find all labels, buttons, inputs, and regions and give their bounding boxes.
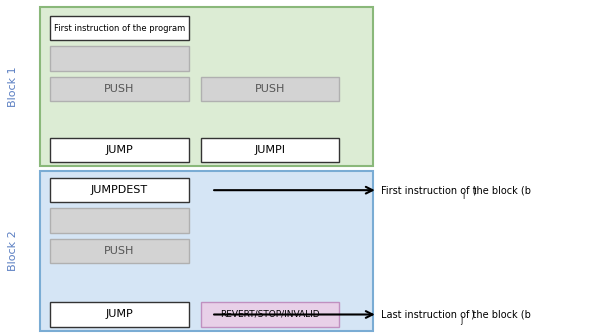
Text: JUMPI: JUMPI	[254, 145, 286, 155]
Bar	[50, 178, 189, 202]
Text: ): )	[470, 185, 477, 195]
Text: Last instruction of the block (b: Last instruction of the block (b	[381, 309, 530, 320]
Text: JUMP: JUMP	[106, 145, 133, 155]
Text: ): )	[467, 309, 474, 320]
Text: Block 1: Block 1	[8, 66, 18, 107]
Bar	[50, 208, 189, 233]
Bar	[50, 16, 189, 40]
Text: PUSH: PUSH	[104, 246, 135, 256]
Bar	[50, 77, 189, 101]
Bar	[40, 7, 373, 166]
Bar	[50, 302, 189, 327]
Bar	[201, 138, 339, 162]
Text: JUMPDEST: JUMPDEST	[91, 185, 148, 195]
Text: PUSH: PUSH	[104, 84, 135, 94]
Text: j: j	[460, 316, 462, 325]
Text: Block 2: Block 2	[8, 230, 18, 271]
Bar	[201, 302, 339, 327]
Text: First instruction of the program: First instruction of the program	[54, 24, 185, 33]
Bar	[50, 239, 189, 263]
Text: REVERT/STOP/INVALID: REVERT/STOP/INVALID	[220, 310, 320, 319]
Text: PUSH: PUSH	[255, 84, 285, 94]
Text: i: i	[463, 192, 464, 201]
Text: JUMP: JUMP	[106, 309, 133, 320]
Bar	[50, 46, 189, 71]
Bar	[50, 138, 189, 162]
Text: First instruction of the block (b: First instruction of the block (b	[381, 185, 530, 195]
Bar	[201, 77, 339, 101]
Bar	[40, 171, 373, 331]
